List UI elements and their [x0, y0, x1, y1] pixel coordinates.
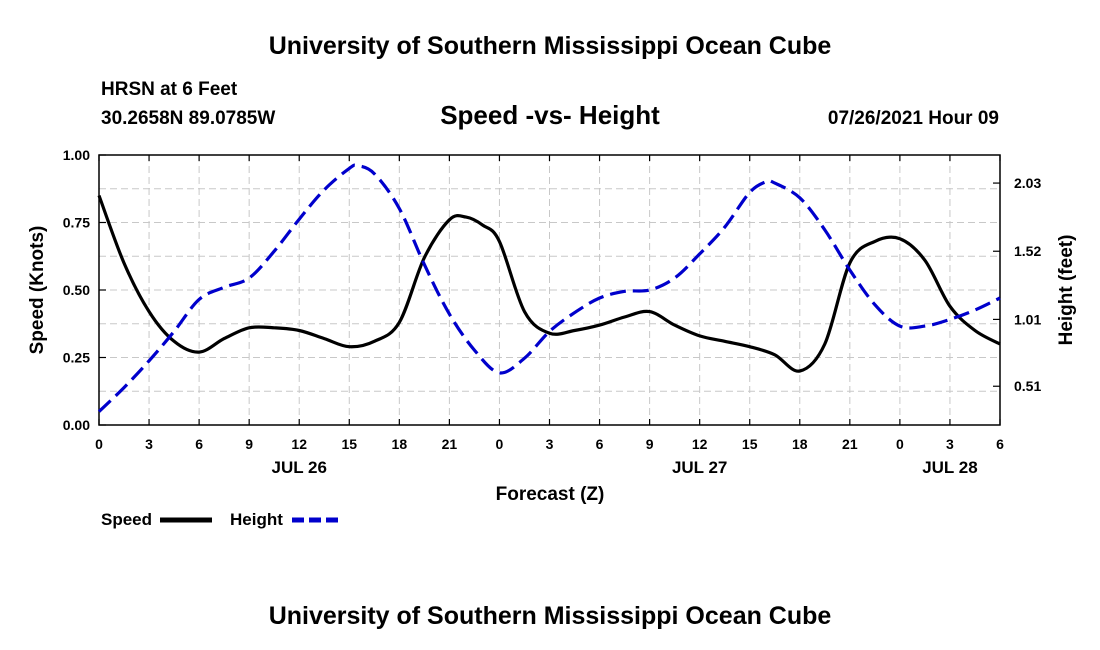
x-tick-label: 6 [996, 436, 1004, 452]
x-tick-label: 21 [442, 436, 458, 452]
y-left-tick-label: 0.75 [63, 215, 90, 231]
legend: Speed Height [101, 510, 342, 529]
x-tick-label: 3 [946, 436, 954, 452]
x-tick-label: 3 [145, 436, 153, 452]
series-line-height [97, 163, 1001, 413]
bottom-title: University of Southern Mississippi Ocean… [269, 602, 832, 630]
y-right-tick-label: 1.52 [1014, 243, 1041, 259]
grid-layer [99, 155, 1000, 425]
y-left-tick-label: 0.25 [63, 350, 90, 366]
x-tick-label: 0 [496, 436, 504, 452]
y-left-tick-label: 0.00 [63, 417, 90, 433]
x-axis-title: Forecast (Z) [496, 484, 605, 505]
x-tick-label: 18 [392, 436, 408, 452]
chart-title: Speed -vs- Height [440, 100, 660, 130]
y-right-tick-label: 1.01 [1014, 311, 1041, 327]
y-left-axis-title: Speed (Knots) [27, 226, 48, 355]
x-tick-label: 12 [692, 436, 708, 452]
series-line-speed [97, 194, 1001, 373]
y-left-tick-label: 0.50 [63, 282, 90, 298]
x-tick-label: 0 [95, 436, 103, 452]
date-label: JUL 28 [922, 458, 977, 477]
coords-label: 30.2658N 89.0785W [101, 108, 275, 129]
station-label: HRSN at 6 Feet [101, 79, 238, 100]
x-tick-label: 6 [596, 436, 604, 452]
x-tick-label: 21 [842, 436, 858, 452]
x-tick-label: 15 [742, 436, 758, 452]
datetime-label: 07/26/2021 Hour 09 [828, 108, 999, 129]
x-tick-label: 3 [546, 436, 554, 452]
date-label: JUL 27 [672, 458, 727, 477]
legend-speed-label: Speed [101, 510, 152, 529]
x-tick-label: 6 [195, 436, 203, 452]
x-tick-label: 18 [792, 436, 808, 452]
axis-layer: 0 3 6 9 12 15 18 21 0 3 6 9 12 15 18 21 0 3 6 0.00 0.25 0.50 0… [63, 147, 1042, 477]
x-tick-label: 0 [896, 436, 904, 452]
x-tick-label: 15 [341, 436, 357, 452]
y-right-axis-title: Height (feet) [1056, 235, 1077, 346]
y-right-tick-label: 2.03 [1014, 175, 1041, 191]
x-tick-label: 12 [291, 436, 307, 452]
date-label: JUL 26 [271, 458, 326, 477]
x-tick-label: 9 [245, 436, 253, 452]
series-layer [97, 163, 1001, 413]
y-right-tick-label: 0.51 [1014, 378, 1041, 394]
y-left-tick-label: 1.00 [63, 147, 90, 163]
legend-height-label: Height [230, 510, 283, 529]
top-title: University of Southern Mississippi Ocean… [269, 32, 832, 60]
x-tick-label: 9 [646, 436, 654, 452]
